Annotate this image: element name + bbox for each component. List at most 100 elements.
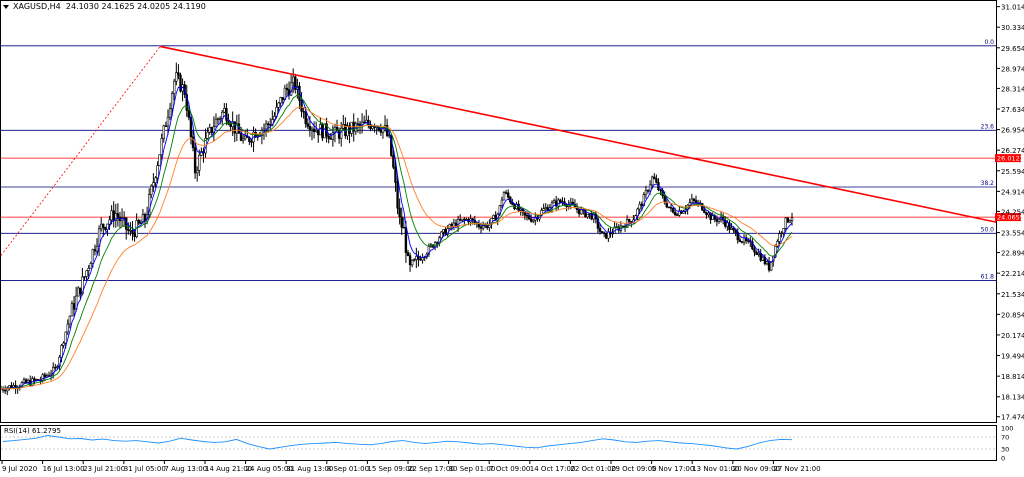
candle-body	[60, 345, 63, 358]
candle-body	[243, 135, 247, 140]
candle-body	[646, 190, 650, 192]
x-tick-label: 31 Jul 05:00	[124, 465, 166, 473]
candle-body	[133, 232, 136, 238]
candle-body	[365, 119, 368, 123]
candle-body	[778, 233, 781, 242]
candle-body	[542, 208, 545, 211]
candle-body	[223, 107, 226, 113]
candle-body	[89, 263, 92, 269]
chevron-down-icon[interactable]	[3, 4, 9, 9]
x-tick-label: 24 Aug 05:00	[246, 465, 293, 473]
candle-body	[671, 207, 675, 213]
candle-body	[707, 212, 710, 216]
candle-body	[95, 245, 99, 252]
candle-body	[502, 192, 506, 201]
red-trendline	[160, 45, 997, 223]
horizontal-levels: 0.0 23.6 38.2 50.0 61.8 26.0122 24.0655	[1, 39, 1024, 281]
y-tick-label: 22.8940	[1001, 250, 1024, 258]
fib-level-label: 61.8	[981, 274, 995, 281]
candle-body	[77, 287, 80, 297]
candle-body	[306, 123, 310, 127]
candle-body	[410, 259, 414, 266]
ma-fast-line	[0, 85, 793, 391]
candle-body	[308, 126, 312, 131]
candle-body	[239, 133, 243, 141]
candle-body	[404, 227, 408, 253]
candle-body	[262, 128, 266, 131]
x-tick-label: 27 Nov 21:00	[773, 465, 820, 473]
ma-slow-line	[0, 106, 793, 390]
candle-body	[99, 223, 103, 230]
candle-body	[436, 242, 439, 244]
candle-body	[621, 225, 625, 228]
candle-body	[41, 374, 44, 381]
candle-body	[452, 222, 456, 227]
y-tick-label: 29.6540	[1001, 45, 1024, 53]
candle-body	[317, 130, 320, 136]
candle-body	[206, 131, 209, 139]
candle-body	[152, 182, 155, 187]
candle-body	[108, 219, 111, 225]
y-tick-label: 26.2740	[1001, 147, 1024, 155]
fib-level-label: 50.0	[981, 226, 995, 233]
candle-body	[362, 121, 366, 124]
candle-body	[83, 276, 86, 278]
candle-body	[360, 121, 364, 126]
candle-body	[765, 261, 769, 265]
candle-body	[692, 198, 696, 201]
candles	[0, 62, 794, 396]
candle-body	[648, 184, 652, 192]
candle-body	[210, 127, 214, 133]
candle-body	[300, 100, 303, 112]
candle-body	[68, 315, 72, 325]
x-tick-label: 5 Nov 17:00	[652, 465, 695, 473]
candle-body	[506, 192, 510, 198]
y-tick-label: 28.3140	[1001, 85, 1024, 93]
candle-body	[419, 259, 422, 261]
candle-body	[70, 303, 74, 317]
candle-body	[156, 165, 159, 179]
fib-level-label: 0.0	[984, 39, 994, 46]
candle-body	[104, 227, 107, 230]
candle-body	[229, 123, 232, 127]
candle-body	[93, 249, 97, 252]
candle-body	[116, 213, 120, 218]
x-tick-label: 16 Jul 13:00	[43, 465, 85, 473]
candle-body	[450, 224, 454, 227]
rsi-tick-label: 100	[1001, 425, 1013, 433]
y-tick-label: 23.5540	[1001, 230, 1024, 238]
candle-body	[525, 214, 529, 217]
candle-body	[559, 199, 562, 203]
candle-body	[367, 119, 370, 125]
candle-body	[586, 213, 589, 218]
candle-body	[552, 200, 556, 204]
candle-body	[340, 127, 343, 139]
y-tick-label: 27.6340	[1001, 106, 1024, 114]
candle-body	[177, 72, 180, 76]
candle-body	[85, 270, 88, 277]
x-tick-label: 9 Jul 2020	[2, 465, 37, 473]
rsi-header: RSI(14) 61.2795	[4, 427, 61, 435]
candle-body	[273, 116, 276, 120]
candle-body	[191, 136, 195, 149]
candle-body	[218, 118, 222, 120]
candle-body	[250, 141, 253, 143]
candle-body	[129, 230, 132, 232]
candle-body	[279, 97, 282, 104]
candle-body	[51, 366, 55, 375]
x-tick-label: 7 Aug 13:00	[164, 465, 207, 473]
candle-body	[79, 287, 82, 295]
candle-body	[427, 246, 431, 255]
candle-body	[102, 223, 105, 228]
candle-body	[392, 155, 395, 168]
x-tick-label: 31 Aug 13:00	[286, 465, 333, 473]
candle-body	[607, 231, 610, 239]
candle-body	[160, 138, 163, 155]
candle-body	[396, 182, 399, 209]
candle-body	[225, 107, 228, 121]
candle-body	[269, 124, 272, 126]
y-tick-label: 28.9740	[1001, 65, 1024, 73]
candle-body	[162, 125, 165, 139]
price-badge-label: 24.0655	[997, 214, 1024, 222]
